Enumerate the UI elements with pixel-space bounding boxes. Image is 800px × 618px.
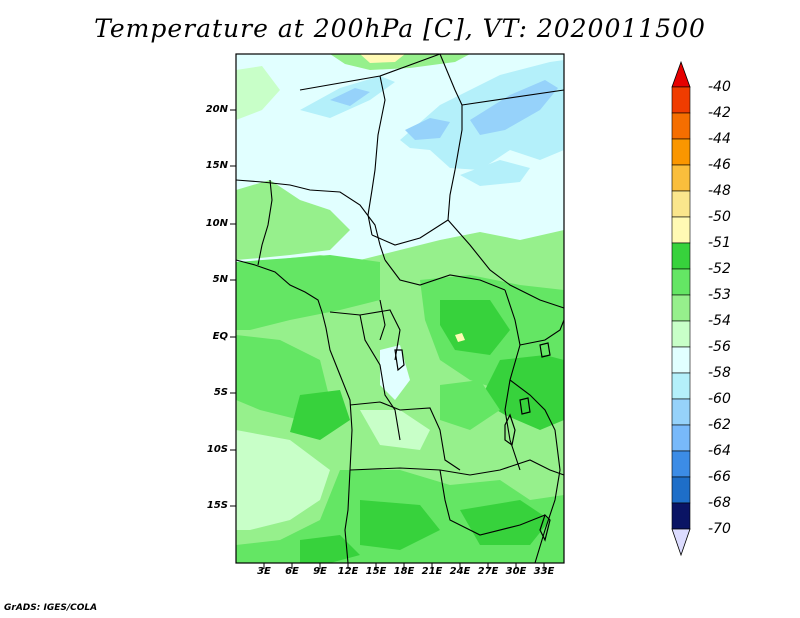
x-tick-label: 3E [257,566,271,577]
x-tick-label: 12E [337,566,359,577]
colorbar-swatch [671,346,691,374]
colorbar-label: -58 [708,365,731,381]
y-tick-label: 5N [212,274,228,285]
lakes [394,342,551,542]
colorbar-swatch [671,216,691,244]
colorbar-swatch [671,164,691,192]
colorbar-swatch [671,190,691,218]
colorbar-swatch [671,294,691,322]
y-tick-label: 15S [206,500,228,511]
y-tick-label: 10N [205,218,228,229]
colorbar-label: -56 [708,339,731,355]
colorbar-label: -53 [708,287,731,303]
country-borders [235,53,565,564]
x-tick-label: 24E [449,566,471,577]
colorbar-label: -46 [708,157,731,173]
map-title: Temperature at 200hPa [C], VT: 202001150… [94,14,706,43]
x-tick-label: 27E [477,566,499,577]
colorbar-swatch [671,450,691,478]
colorbar-swatch [671,112,691,140]
colorbar-swatch [671,398,691,426]
colorbar [671,60,691,557]
colorbar-swatch [671,268,691,296]
x-tick-label: 21E [421,566,443,577]
x-tick-label: 9E [313,566,327,577]
colorbar-label: -44 [708,131,731,147]
software-credit: GrADS: IGES/COLA [4,603,98,613]
colorbar-swatch [671,424,691,452]
colorbar-label: -62 [708,417,731,433]
colorbar-label: -48 [708,183,731,199]
x-axis-ticks [263,563,545,569]
colorbar-label: -64 [708,443,731,459]
y-tick-label: 20N [205,104,228,115]
colorbar-top-arrow [671,60,691,88]
colorbar-label: -42 [708,105,731,121]
colorbar-swatch [671,242,691,270]
colorbar-label: -40 [708,79,731,95]
colorbar-label: -50 [708,209,731,225]
colorbar-swatch [671,138,691,166]
y-tick-label: 10S [206,444,228,455]
colorbar-label: -52 [708,261,731,277]
colorbar-swatch [671,86,691,114]
x-tick-label: 18E [393,566,415,577]
temperature-field [236,54,564,563]
x-tick-label: 30E [505,566,527,577]
colorbar-label: -51 [708,235,731,251]
y-tick-label: 5S [213,387,228,398]
y-tick-label: EQ [212,331,228,342]
y-axis-ticks [230,109,236,507]
colorbar-label: -54 [708,313,731,329]
x-tick-label: 33E [533,566,555,577]
colorbar-swatch [671,476,691,504]
colorbar-swatch [671,502,691,530]
x-tick-label: 6E [285,566,299,577]
colorbar-label: -60 [708,391,731,407]
x-tick-label: 15E [365,566,387,577]
colorbar-label: -70 [708,521,731,537]
colorbar-label: -66 [708,469,731,485]
colorbar-label: -68 [708,495,731,511]
colorbar-swatch [671,320,691,348]
plot-frame [235,53,565,564]
y-tick-label: 15N [205,160,228,171]
colorbar-bottom-arrow [671,528,691,557]
colorbar-swatch [671,372,691,400]
